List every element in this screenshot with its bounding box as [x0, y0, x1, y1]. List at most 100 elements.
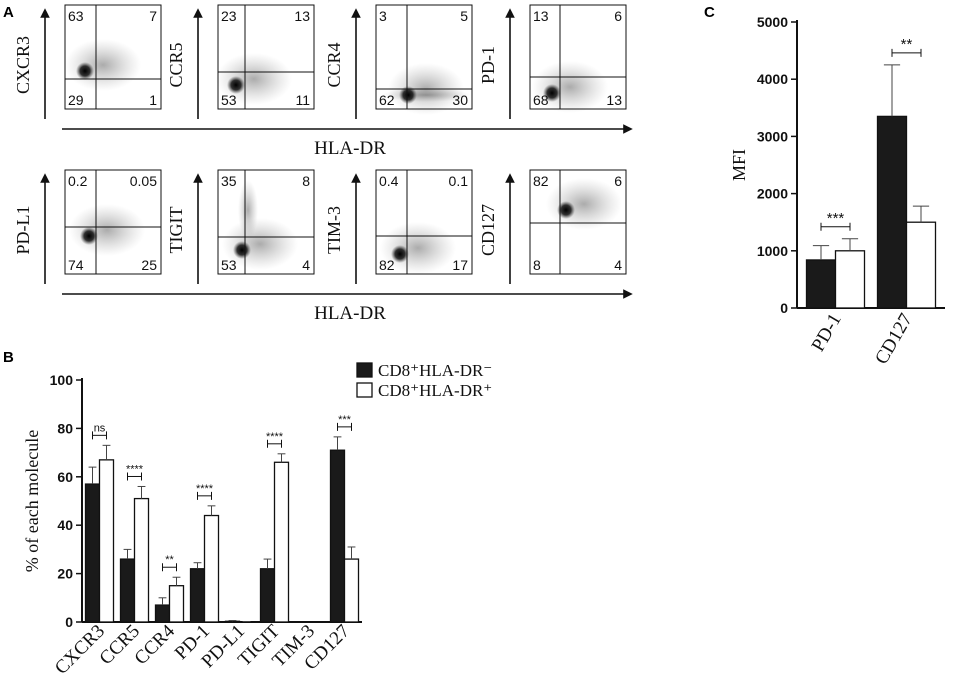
bar-ccr5-s2 [133, 497, 150, 623]
bar-cd127-s1 [876, 115, 908, 309]
quadrant-bottom-left: 74 [68, 257, 84, 273]
significance-label: **** [196, 483, 214, 495]
y-tick-label: 2000 [757, 186, 788, 202]
panel-label-a: A [3, 4, 14, 21]
legend: CD8⁺HLA-DR⁻CD8⁺HLA-DR⁺ [356, 361, 492, 400]
flow-plot-cxcr3: 63 7 29 1 CXCR3 [13, 4, 162, 119]
plot-frame [64, 4, 162, 110]
marker-label: CCR5 [166, 42, 186, 87]
quadrant-top-right: 13 [294, 8, 310, 24]
significance-label: *** [338, 414, 352, 426]
quadrant-top-left: 82 [533, 173, 549, 189]
plot-frame [375, 4, 473, 110]
plot-frame [64, 169, 162, 275]
y-tick-label: 60 [57, 469, 73, 485]
marker-label: CXCR3 [13, 36, 33, 94]
category-label: CD127 [871, 310, 917, 368]
quadrant-top-right: 0.1 [449, 173, 469, 189]
bar-cd127-s1 [329, 449, 346, 623]
density-core [233, 241, 251, 259]
quadrant-top-left: 0.4 [379, 173, 399, 189]
quadrant-top-left: 63 [68, 8, 84, 24]
category-label: PD-1 [808, 310, 846, 355]
quadrant-bottom-left: 62 [379, 92, 395, 108]
quadrant-bottom-left: 82 [379, 257, 395, 273]
bar-pd-1-s2 [203, 514, 220, 623]
quadrant-top-right: 5 [460, 8, 468, 24]
quadrant-bottom-right: 13 [606, 92, 622, 108]
plot-frame [529, 4, 627, 110]
significance-label: ns [94, 422, 106, 434]
y-tick-label: 5000 [757, 14, 788, 30]
quadrant-top-left: 3 [379, 8, 387, 24]
marker-label: TIM-3 [324, 206, 344, 254]
y-tick-label: 20 [57, 566, 73, 582]
quadrant-top-right: 8 [302, 173, 310, 189]
significance-label: ** [165, 554, 174, 566]
bar-tigit-s2 [273, 461, 290, 623]
marker-label: TIGIT [166, 207, 186, 254]
quadrant-top-left: 23 [221, 8, 237, 24]
legend-swatch-2 [356, 382, 373, 398]
y-axis-label: % of each molecule [22, 430, 42, 572]
density-core [399, 86, 417, 104]
density-haze [69, 204, 145, 256]
category-label: CCR4 [131, 620, 180, 669]
quadrant-bottom-left: 8 [533, 257, 541, 273]
quadrant-bottom-right: 25 [141, 257, 157, 273]
density-core [557, 201, 575, 219]
plot-frame [375, 169, 473, 275]
quadrant-bottom-left: 29 [68, 92, 84, 108]
quadrant-bottom-right: 17 [452, 257, 468, 273]
density-haze [238, 180, 258, 240]
marker-label: CCR4 [324, 42, 344, 87]
flow-plot-cd127: 82 6 8 4 CD127 [478, 169, 627, 284]
x-axis-label: HLA-DR [314, 138, 386, 159]
legend-entry-2: CD8⁺HLA-DR⁺ [378, 381, 492, 400]
bar-pd-1-s1 [805, 259, 837, 309]
significance-label: *** [827, 210, 845, 227]
quadrant-top-left: 13 [533, 8, 549, 24]
quadrant-top-left: 0.2 [68, 173, 88, 189]
plot-frame [217, 4, 315, 110]
legend-swatch-1 [356, 362, 373, 378]
panel-label-c: C [704, 4, 715, 21]
significance-label: ** [901, 36, 913, 53]
density-core [80, 227, 98, 245]
significance-label: **** [126, 463, 144, 475]
marker-label: PD-1 [478, 46, 498, 84]
flow-plot-tigit: 35 8 53 4 TIGIT [166, 169, 315, 284]
quadrant-bottom-right: 4 [614, 257, 622, 273]
bar-pd-1-s1 [189, 568, 206, 623]
density-core [391, 245, 409, 263]
quadrant-top-left: 35 [221, 173, 237, 189]
y-tick-label: 40 [57, 517, 73, 533]
quadrant-top-right: 7 [149, 8, 157, 24]
flow-plot-pd-l1: 0.2 0.05 74 25 PD-L1 [13, 169, 162, 284]
y-tick-label: 1000 [757, 243, 788, 259]
flow-plot-tim-3: 0.4 0.1 82 17 TIM-3 [324, 169, 473, 284]
significance-label: **** [266, 431, 284, 443]
x-axis-label: HLA-DR [314, 303, 386, 324]
density-core [543, 84, 561, 102]
bar-cd127-s2 [343, 558, 360, 623]
y-tick-label: 0 [780, 300, 788, 316]
quadrant-bottom-right: 30 [452, 92, 468, 108]
quadrant-bottom-right: 4 [302, 257, 310, 273]
marker-label: PD-L1 [13, 206, 33, 255]
bar-pd-1-s2 [834, 250, 866, 309]
density-core [227, 76, 245, 94]
plot-frame [217, 169, 315, 275]
y-tick-label: 4000 [757, 71, 788, 87]
quadrant-bottom-left: 53 [221, 92, 237, 108]
bar-cd127-s2 [905, 221, 937, 309]
bar-cxcr3-s2 [98, 459, 115, 623]
density-core [76, 62, 94, 80]
plot-frame [529, 169, 627, 275]
bar-cxcr3-s1 [84, 483, 101, 623]
flow-plot-pd-1: 13 6 68 13 PD-1 [478, 4, 627, 119]
legend-entry-1: CD8⁺HLA-DR⁻ [378, 361, 492, 380]
